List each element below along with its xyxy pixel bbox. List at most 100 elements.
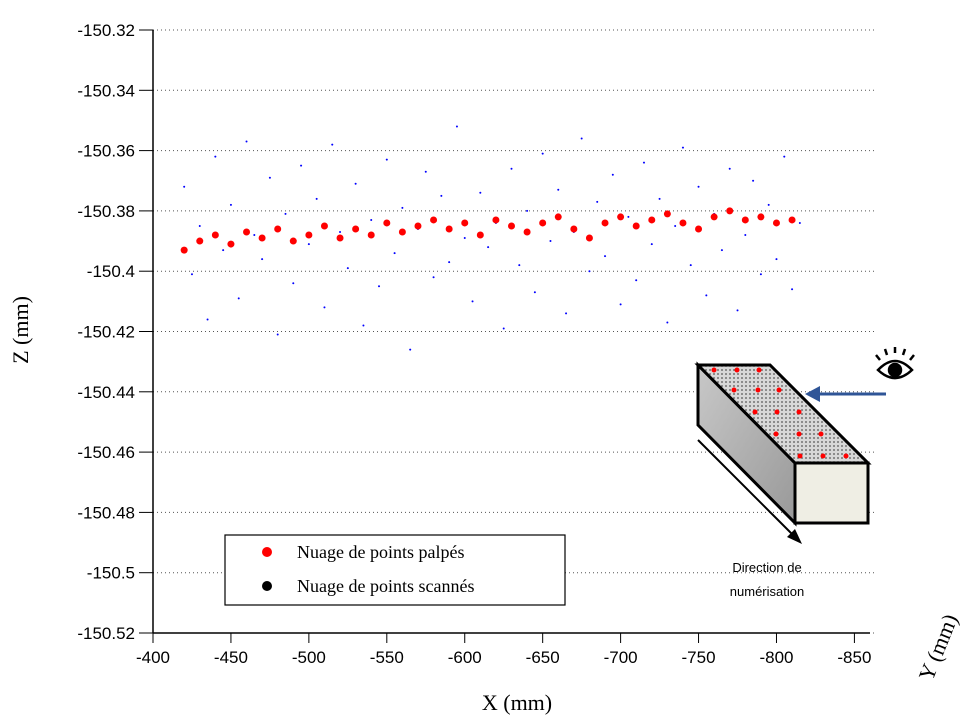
y-tick-label: -150.32 xyxy=(77,21,135,40)
point xyxy=(367,231,375,239)
annotation: numérisation xyxy=(730,584,804,599)
point xyxy=(518,264,521,267)
point xyxy=(648,216,656,224)
point xyxy=(245,140,248,143)
x-tick-label: -650 xyxy=(526,648,560,667)
point xyxy=(471,300,474,303)
point xyxy=(627,215,630,218)
point xyxy=(726,207,734,215)
points xyxy=(180,125,801,351)
point xyxy=(383,219,391,227)
block-front xyxy=(793,461,870,525)
point xyxy=(601,219,609,227)
legend-marker xyxy=(262,547,272,557)
point xyxy=(510,167,513,170)
probe-dots xyxy=(711,367,849,459)
legend-label: Nuage de points palpés xyxy=(297,542,464,562)
point xyxy=(432,276,435,279)
point xyxy=(385,158,388,161)
view-arrow-head xyxy=(805,386,820,402)
point xyxy=(783,155,786,158)
point xyxy=(791,288,794,291)
point xyxy=(479,191,482,194)
point xyxy=(362,324,365,327)
y-tick-label: -150.48 xyxy=(77,503,135,522)
point xyxy=(642,161,645,164)
point xyxy=(557,188,560,191)
point xyxy=(393,252,396,255)
point xyxy=(695,225,703,233)
point xyxy=(788,216,796,224)
point xyxy=(227,240,235,248)
point xyxy=(346,267,349,270)
x-tick-label: -750 xyxy=(682,648,716,667)
point xyxy=(526,209,529,212)
scan-arrow xyxy=(697,439,797,539)
x-tick-label: -500 xyxy=(292,648,326,667)
point xyxy=(697,185,700,188)
point xyxy=(463,237,466,240)
legend-box xyxy=(224,534,566,606)
point xyxy=(461,219,469,227)
point xyxy=(635,279,638,282)
point xyxy=(549,240,552,243)
point xyxy=(736,309,739,312)
y-tick-label: -150.42 xyxy=(77,323,135,342)
point xyxy=(331,143,334,146)
x-tick-label: -800 xyxy=(759,648,793,667)
point xyxy=(689,264,692,267)
point xyxy=(323,306,326,309)
point xyxy=(320,222,328,230)
point xyxy=(183,185,186,188)
point xyxy=(502,327,505,330)
point xyxy=(658,197,661,200)
point xyxy=(523,228,531,236)
point xyxy=(619,303,622,306)
point xyxy=(414,222,422,230)
point xyxy=(292,282,295,285)
point xyxy=(339,231,342,234)
point xyxy=(198,224,201,227)
point xyxy=(666,321,669,324)
y-tick-label: -150.34 xyxy=(77,81,135,100)
x-tick-label: -700 xyxy=(604,648,638,667)
y-tick-label: -150.36 xyxy=(77,142,135,161)
y-tick-label: -150.44 xyxy=(77,383,135,402)
point xyxy=(539,219,547,227)
point xyxy=(370,218,373,221)
x-tick-label: -850 xyxy=(837,648,871,667)
point xyxy=(663,210,671,218)
annotation: Direction de xyxy=(732,560,801,575)
point xyxy=(767,203,770,206)
point xyxy=(533,291,536,294)
point xyxy=(757,213,765,221)
x-tick-label: -600 xyxy=(448,648,482,667)
point xyxy=(705,294,708,297)
point xyxy=(772,219,780,227)
point xyxy=(196,237,204,245)
point xyxy=(253,234,256,237)
eye-icon xyxy=(875,347,915,380)
point xyxy=(565,312,568,315)
point xyxy=(261,258,264,261)
axes: -150.52 -150.5 -150.48 -150.46 -150.44 -150.4… xyxy=(77,21,871,667)
point xyxy=(617,213,625,221)
point xyxy=(775,258,778,261)
point xyxy=(398,228,406,236)
point xyxy=(476,231,484,239)
point xyxy=(237,297,240,300)
point xyxy=(679,219,687,227)
point xyxy=(752,179,755,182)
point xyxy=(492,216,500,224)
point xyxy=(440,194,443,197)
point xyxy=(214,155,217,158)
point xyxy=(430,216,438,224)
point xyxy=(274,225,282,233)
legend-marker xyxy=(262,581,272,591)
point xyxy=(300,164,303,167)
point xyxy=(604,255,607,258)
point xyxy=(354,182,357,185)
point xyxy=(588,270,591,273)
x-tick-label: -450 xyxy=(214,648,248,667)
point xyxy=(728,167,731,170)
